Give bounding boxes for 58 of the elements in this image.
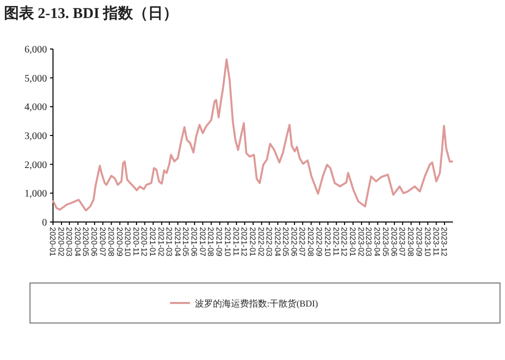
y-tick-label: 1,000: [24, 188, 47, 200]
x-tick-label: 2022-10: [322, 227, 332, 257]
x-tick-label: 2020-04: [72, 227, 82, 257]
x-tick-label: 2023-10: [422, 227, 432, 257]
x-tick-label: 2020-12: [140, 227, 149, 257]
x-tick-label: 2021-02: [156, 227, 166, 257]
x-tick-label: 2021-01: [148, 227, 158, 257]
x-tick-label: 2021-12: [240, 227, 249, 257]
y-tick-label: 0: [42, 218, 47, 228]
x-tick-label: 2023-06: [389, 227, 398, 257]
x-tick-label: 2020-06: [90, 227, 99, 257]
y-tick-label: 4,000: [24, 102, 47, 114]
x-tick-label: 2020-10: [123, 227, 132, 257]
x-tick-label: 2023-11: [431, 227, 440, 256]
x-tick-label: 2022-08: [306, 227, 316, 257]
x-tick-label: 2022-07: [298, 227, 307, 257]
y-tick-label: 6,000: [24, 44, 47, 56]
x-tick-label: 2022-09: [314, 227, 324, 257]
x-tick-label: 2022-05: [280, 227, 290, 257]
x-tick-label: 2021-03: [164, 227, 174, 257]
x-tick-label: 2020-07: [98, 227, 107, 257]
x-tick-label: 2022-11: [331, 227, 340, 256]
x-tick-label: 2020-08: [106, 227, 116, 257]
x-tick-label: 2023-09: [414, 227, 424, 257]
x-tick-label: 2023-03: [364, 227, 374, 257]
x-tick-label: 2022-04: [272, 227, 282, 257]
legend-label: 波罗的海运费指数:干散货(BDI): [195, 298, 318, 308]
x-tick-label: 2023-07: [398, 227, 407, 257]
line-series: [52, 58, 454, 212]
x-tick-label: 2021-09: [214, 227, 224, 257]
x-tick-label: 2021-08: [206, 227, 216, 257]
x-tick-label: 2021-06: [190, 227, 199, 257]
x-tick-label: 2020-11: [132, 227, 141, 256]
x-tick-label: 2023-01: [348, 227, 358, 257]
chart-title: 图表 2-13. BDI 指数（日）: [4, 5, 178, 22]
x-tick-label: 2021-07: [198, 227, 207, 257]
x-tick-label: 2023-12: [440, 227, 449, 257]
x-tick-label: 2022-02: [256, 227, 266, 257]
y-tick-label: 2,000: [24, 160, 47, 171]
x-tick-label: 2020-01: [48, 227, 57, 257]
x-tick-label: 2020-03: [64, 227, 74, 257]
x-tick-label: 2023-02: [356, 227, 366, 257]
x-tick-label: 2020-09: [114, 227, 124, 257]
y-tick-label: 5,000: [24, 73, 47, 84]
x-tick-label: 2022-06: [289, 227, 298, 257]
x-tick-label: 2021-11: [231, 227, 240, 256]
x-tick-label: 2021-10: [222, 227, 232, 257]
x-tick-label: 2023-05: [380, 227, 390, 257]
x-tick-label: 2022-01: [248, 227, 258, 257]
y-tick-label: 3,000: [24, 131, 47, 142]
x-tick-label: 2021-04: [172, 227, 182, 257]
x-tick-label: 2021-05: [181, 227, 190, 257]
x-tick-label: 2022-12: [340, 227, 349, 257]
x-tick-label: 2023-04: [372, 227, 382, 257]
x-tick-label: 2020-02: [56, 227, 66, 257]
x-tick-label: 2022-03: [264, 227, 274, 257]
x-tick-label: 2020-05: [81, 227, 90, 257]
x-tick-label: 2023-08: [406, 227, 416, 257]
